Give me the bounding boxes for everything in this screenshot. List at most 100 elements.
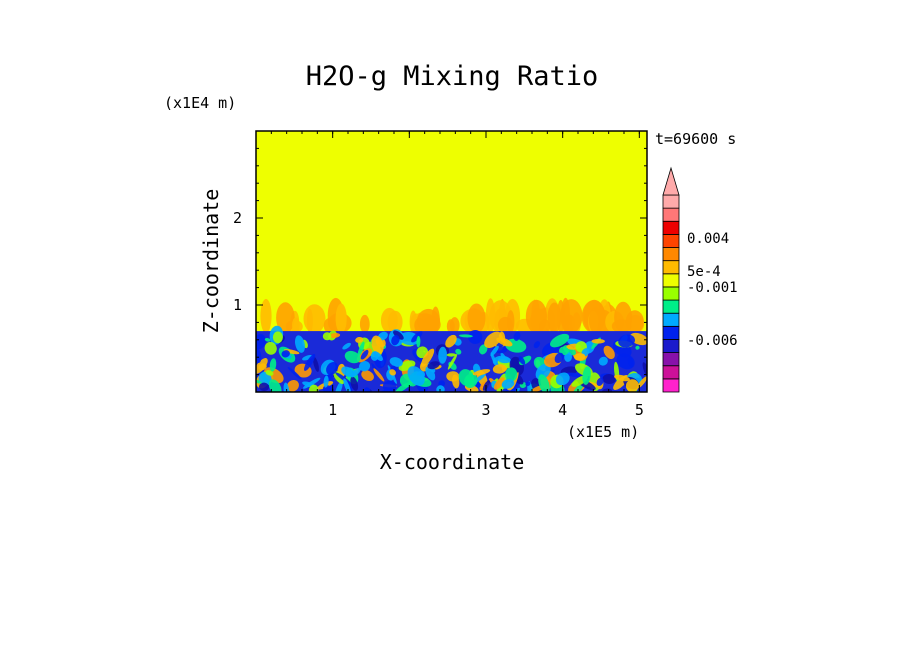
x-tick-label: 1: [328, 401, 337, 419]
plume-blob: [588, 307, 602, 334]
turbulence-cell: [269, 358, 277, 372]
turbulence-cell: [326, 362, 338, 375]
turbulence-cell: [407, 366, 425, 386]
colorbar: 0.004 5e-4-0.001 -0.006: [662, 166, 738, 393]
turbulence-cell: [357, 341, 365, 357]
turbulence-cell: [322, 385, 335, 392]
colorbar-segment: [662, 233, 680, 248]
turbulence-cell: [492, 364, 507, 374]
turbulence-cell: [512, 386, 517, 392]
turbulence-cell: [281, 350, 290, 358]
plume-blob: [485, 298, 496, 334]
turbulence-cell: [416, 335, 421, 348]
y-unit-label: (x1E4 m): [164, 94, 236, 112]
turbulence-cell: [395, 382, 411, 392]
y-tick-label: 2: [233, 209, 242, 227]
turbulence-cell: [335, 372, 351, 384]
turbulence-cell: [603, 345, 615, 360]
x-axis: 1 2 3 4 5: [270, 131, 644, 419]
turbulence-cell: [533, 341, 541, 349]
plume-blob: [416, 308, 441, 334]
turbulence-cell: [614, 374, 630, 382]
turbulence-cell: [343, 378, 352, 392]
turbulence-cell: [265, 370, 274, 376]
colorbar-segment: [662, 378, 680, 393]
x-tick-label: 4: [558, 401, 567, 419]
colorbar-segment: [662, 220, 680, 235]
colorbar-segment: [662, 194, 680, 209]
turbulence-cell: [446, 353, 457, 357]
x-axis-label: X-coordinate: [380, 450, 525, 474]
x-tick-label: 2: [405, 401, 414, 419]
turbulence-cell: [438, 346, 448, 364]
plot-frame: [255, 130, 648, 393]
x-tick-label: 5: [635, 401, 644, 419]
turbulence-cell: [478, 344, 488, 355]
turbulence-cell: [472, 369, 491, 376]
turbulence-cell: [371, 335, 384, 355]
turbulence-cell: [389, 357, 403, 367]
turbulence-cell: [302, 377, 321, 389]
turbulence-cell: [514, 387, 520, 392]
turbulence-cell: [627, 357, 634, 368]
plume-blob: [359, 314, 370, 334]
turbulence-cell: [550, 333, 570, 348]
y-tick-label: 1: [233, 296, 242, 314]
colorbar-label: 0.004: [687, 231, 729, 247]
turbulence-cell: [447, 353, 458, 370]
turbulence-cell: [373, 351, 383, 362]
turbulence-cell: [258, 363, 267, 371]
colorbar-label: 5e-4: [687, 264, 721, 280]
turbulence-cell: [344, 350, 361, 364]
chart-title: H2O-g Mixing Ratio: [306, 61, 599, 92]
y-axis-label: Z-coordinate: [199, 189, 223, 334]
turbulence-cell: [411, 331, 423, 343]
turbulence-cell: [484, 331, 502, 348]
turbulence-cell: [618, 334, 635, 348]
colorbar-segment: [662, 273, 680, 288]
turbulence-cell: [458, 369, 475, 387]
plume-blob: [335, 304, 347, 334]
turbulence-cell: [452, 374, 460, 389]
plume-blob: [467, 303, 486, 334]
turbulence-cell: [598, 356, 608, 366]
plume-blob: [387, 310, 403, 334]
turbulence-cell: [602, 373, 616, 385]
turbulence-cell: [458, 334, 473, 338]
plume-blob: [323, 318, 335, 334]
turbulence-cell: [258, 382, 270, 392]
colorbar-label: -0.006: [687, 333, 738, 349]
turbulence-cell: [272, 331, 283, 344]
turbulence-cell: [350, 376, 359, 391]
turbulence-cell: [302, 354, 313, 361]
turbulence-cell: [355, 336, 364, 343]
time-label: t=69600 s: [655, 130, 736, 148]
turbulence-cell: [582, 366, 591, 385]
turbulence-cell: [364, 387, 371, 392]
turbulence-cell: [329, 333, 341, 338]
turbulence-cell: [555, 372, 570, 386]
turbulence-cell: [295, 335, 305, 353]
colorbar-segment: [662, 247, 680, 262]
colorbar-segment: [662, 312, 680, 327]
colorbar-segment: [662, 325, 680, 340]
turbulence-cell: [635, 345, 640, 350]
turbulence-cell: [591, 338, 605, 344]
plume-blob: [449, 317, 460, 334]
turbulence-cell: [313, 356, 319, 372]
plume-field: [260, 297, 645, 334]
turbulence-cell: [525, 381, 531, 387]
colorbar-segment: [662, 352, 680, 367]
turbulence-cell: [497, 356, 511, 364]
turbulence-cell: [427, 361, 440, 370]
turbulence-cell: [513, 331, 521, 341]
turbulence-cell: [445, 334, 457, 348]
turbulence-cell: [505, 367, 518, 382]
turbulence-cell: [527, 381, 533, 392]
turbulence-cell: [518, 356, 526, 365]
turbulence-cell: [256, 379, 262, 384]
turbulence-cell: [625, 379, 639, 392]
plume-blob: [614, 301, 633, 334]
turbulence-cell: [258, 371, 272, 386]
